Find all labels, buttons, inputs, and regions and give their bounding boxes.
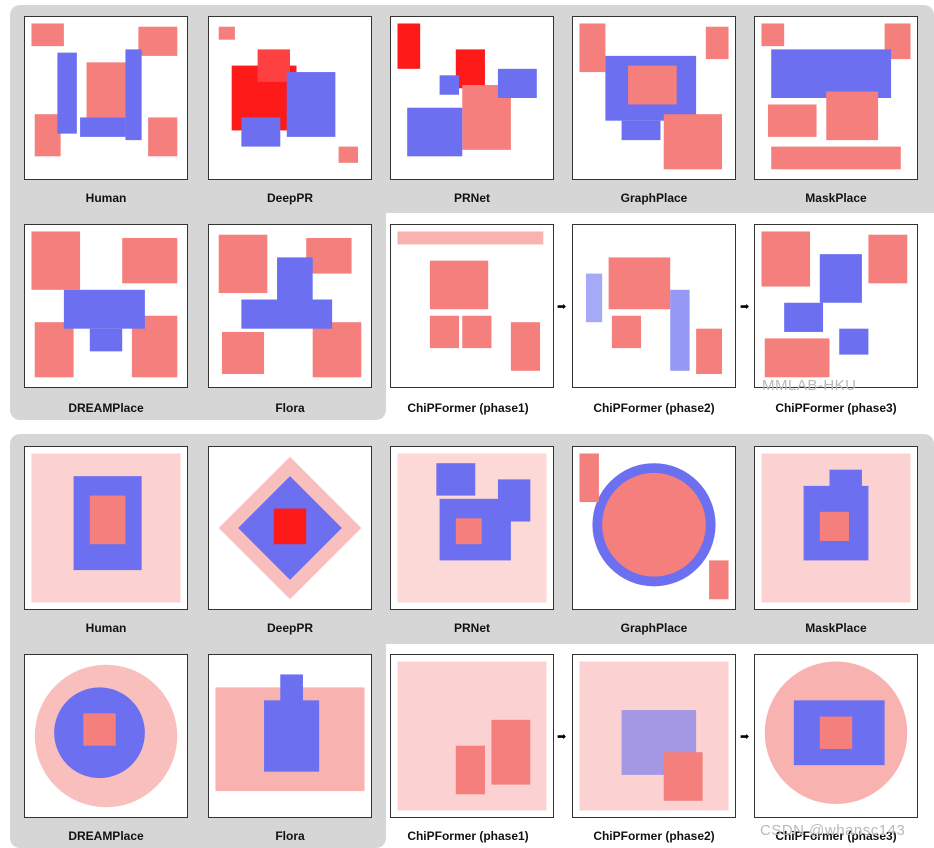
placement-tile-top-flora [208,224,372,388]
label-top-human: Human [85,191,127,205]
label-bottom-dreamplace: DREAMPlace [68,829,144,843]
arrow-right-icon: ➡ [557,731,567,743]
placement-diagram [761,23,911,170]
label-top-maskplace: MaskPlace [805,191,867,205]
label-bottom-deeppr: DeepPR [266,621,313,635]
placement-tile-bottom-graphplace [572,446,736,610]
placement-tile-top-human [24,16,188,180]
watermark-bottom: CSDN @whansc143 [760,822,906,839]
label-bottom-graphplace: GraphPlace [620,621,688,635]
placement-diagram [761,231,908,378]
placement-tile-bottom-chipformer-phase1 [390,654,554,818]
placement-tile-top-dreamplace [24,224,188,388]
placement-diagram [761,453,911,603]
placement-tile-bottom-prnet [390,446,554,610]
label-bottom-chipformer-phase1: ChiPFormer (phase1) [407,829,529,843]
placement-diagram [218,456,362,600]
placement-diagram [31,23,178,157]
placement-tile-top-chipformer-phase2 [572,224,736,388]
placement-tile-top-chipformer-phase1 [390,224,554,388]
placement-tile-bottom-flora [208,654,372,818]
placement-diagram [579,23,729,170]
placement-diagram [397,231,544,371]
arrow-right-icon: ➡ [557,301,567,313]
placement-diagram [397,453,547,603]
watermark-top: MMLAB-HKU [762,377,857,394]
label-bottom-chipformer-phase3: ChiPFormer (phase3) [775,829,897,843]
arrow-right-icon: ➡ [740,301,750,313]
placement-diagram [31,231,178,378]
label-top-prnet: PRNet [453,191,490,205]
label-top-flora: Flora [275,401,305,415]
label-bottom-prnet: PRNet [453,621,490,635]
placement-tile-bottom-chipformer-phase2 [572,654,736,818]
label-bottom-human: Human [85,621,127,635]
placement-diagram [579,661,729,811]
label-bottom-flora: Flora [275,829,305,843]
placement-diagram [34,664,178,808]
placement-tile-bottom-deeppr [208,446,372,610]
placement-diagram [215,674,365,792]
placement-diagram [218,26,359,163]
placement-tile-top-maskplace [754,16,918,180]
label-top-graphplace: GraphPlace [620,191,688,205]
label-top-chipformer-phase2: ChiPFormer (phase2) [593,401,715,415]
placement-tile-bottom-dreamplace [24,654,188,818]
placement-diagram [585,257,723,375]
label-bottom-maskplace: MaskPlace [805,621,867,635]
placement-diagram [31,453,181,603]
label-top-deeppr: DeepPR [266,191,313,205]
placement-tile-top-deeppr [208,16,372,180]
placement-tile-top-chipformer-phase3 [754,224,918,388]
placement-tile-top-prnet [390,16,554,180]
label-bottom-chipformer-phase2: ChiPFormer (phase2) [593,829,715,843]
placement-diagram [397,23,537,157]
placement-diagram [579,453,729,600]
placement-diagram [397,661,547,811]
arrow-right-icon: ➡ [740,731,750,743]
label-top-dreamplace: DREAMPlace [68,401,144,415]
placement-tile-bottom-maskplace [754,446,918,610]
placement-tile-top-graphplace [572,16,736,180]
placement-tile-bottom-human [24,446,188,610]
label-top-chipformer-phase1: ChiPFormer (phase1) [407,401,529,415]
label-top-chipformer-phase3: ChiPFormer (phase3) [775,401,897,415]
placement-diagram [218,234,362,378]
placement-tile-bottom-chipformer-phase3 [754,654,918,818]
placement-diagram [764,661,908,805]
